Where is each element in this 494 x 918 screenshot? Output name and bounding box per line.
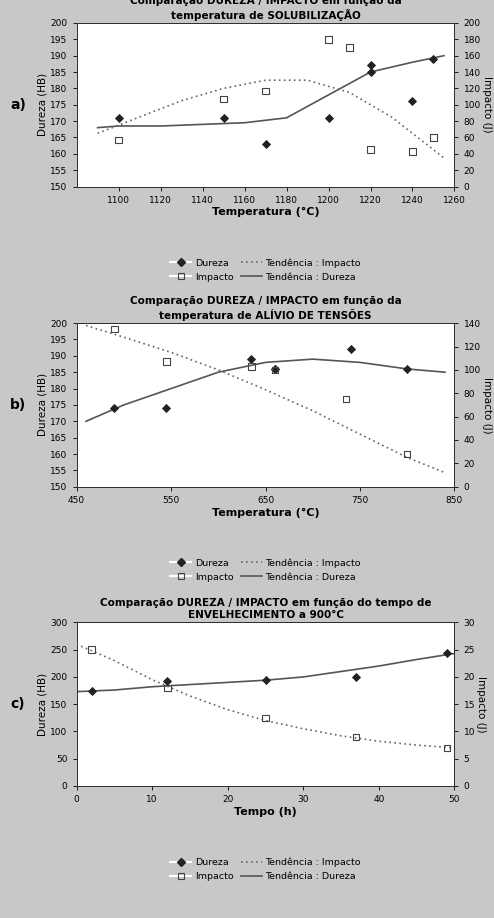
Title: Comparação DUREZA / IMPACTO em função da
temperatura de SOLUBILIZAÇÃO: Comparação DUREZA / IMPACTO em função da… — [129, 0, 402, 21]
Point — [325, 110, 332, 125]
Point — [271, 362, 279, 376]
X-axis label: Temperatura (°C): Temperatura (°C) — [212, 207, 319, 218]
Point — [261, 711, 269, 725]
Point — [443, 741, 451, 756]
Y-axis label: Impacto (J): Impacto (J) — [476, 676, 486, 733]
Title: Comparação DUREZA / IMPACTO em função do tempo de
ENVELHECIMENTO a 900°C: Comparação DUREZA / IMPACTO em função do… — [100, 598, 431, 621]
Point — [262, 84, 270, 98]
Point — [352, 730, 360, 744]
Point — [403, 447, 411, 462]
Legend: Dureza, Impacto, Tendência : Impacto, Tendência : Dureza: Dureza, Impacto, Tendência : Impacto, Te… — [167, 855, 364, 884]
Point — [352, 669, 360, 684]
Point — [163, 354, 170, 369]
Point — [110, 401, 118, 416]
Point — [271, 363, 279, 377]
Point — [115, 110, 123, 125]
Point — [261, 672, 269, 687]
Point — [443, 646, 451, 661]
Point — [262, 137, 270, 151]
Text: c): c) — [10, 697, 25, 711]
Point — [367, 142, 374, 157]
Title: Comparação DUREZA / IMPACTO em função da
temperatura de ALÍVIO DE TENSÕES: Comparação DUREZA / IMPACTO em função da… — [129, 296, 402, 321]
Point — [219, 92, 227, 106]
Point — [342, 392, 350, 407]
Point — [409, 95, 416, 109]
Point — [347, 342, 355, 357]
Legend: Dureza, Impacto, Tendência : Impacto, Tendência : Dureza: Dureza, Impacto, Tendência : Impacto, Te… — [167, 255, 364, 285]
Point — [115, 132, 123, 147]
Point — [409, 144, 416, 159]
Y-axis label: Dureza (HB): Dureza (HB) — [38, 673, 47, 735]
Point — [367, 64, 374, 79]
Text: a): a) — [10, 97, 26, 112]
Point — [346, 40, 354, 55]
Text: b): b) — [10, 397, 26, 412]
Point — [163, 401, 170, 416]
Point — [247, 352, 255, 366]
X-axis label: Tempo (h): Tempo (h) — [234, 807, 297, 817]
Point — [247, 359, 255, 374]
Y-axis label: Impacto (J): Impacto (J) — [482, 76, 492, 133]
Point — [88, 643, 96, 657]
Legend: Dureza, Impacto, Tendência : Impacto, Tendência : Dureza: Dureza, Impacto, Tendência : Impacto, Te… — [167, 555, 364, 585]
Point — [367, 58, 374, 73]
Y-axis label: Impacto (J): Impacto (J) — [482, 376, 492, 433]
Y-axis label: Dureza (HB): Dureza (HB) — [38, 73, 47, 136]
X-axis label: Temperatura (°C): Temperatura (°C) — [212, 508, 319, 518]
Point — [325, 32, 332, 47]
Point — [430, 51, 438, 66]
Y-axis label: Dureza (HB): Dureza (HB) — [38, 374, 47, 436]
Point — [88, 684, 96, 699]
Point — [164, 680, 171, 695]
Point — [220, 110, 228, 125]
Point — [271, 362, 279, 376]
Point — [164, 674, 171, 688]
Point — [403, 362, 411, 376]
Point — [110, 321, 118, 336]
Point — [430, 130, 438, 145]
